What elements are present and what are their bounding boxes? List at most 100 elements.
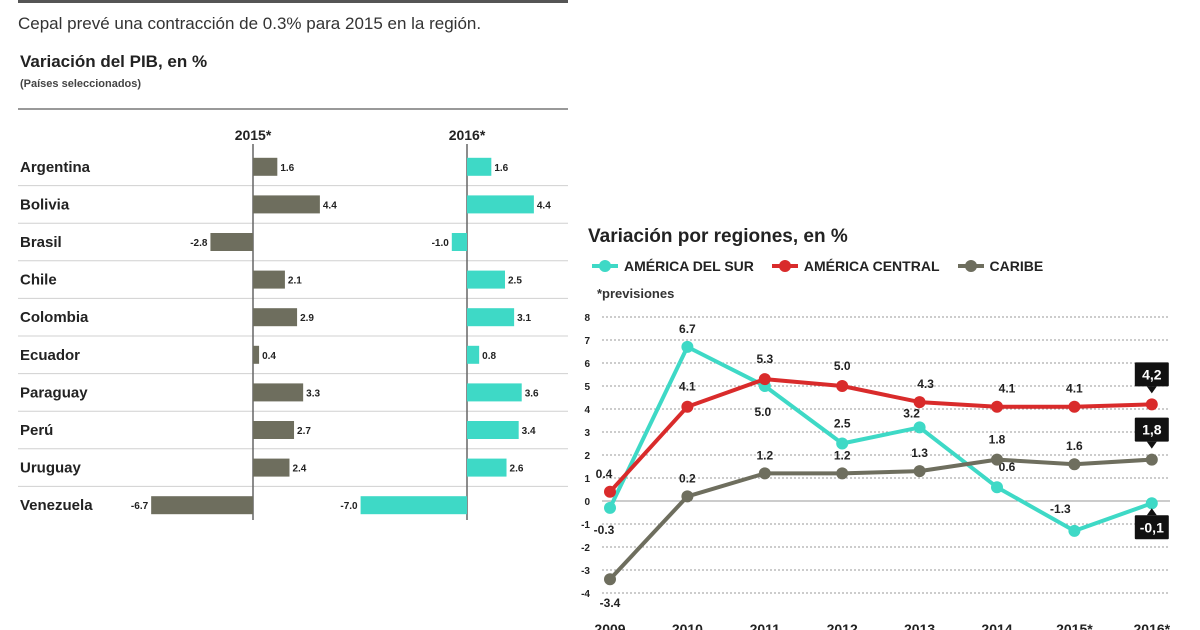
x-tick-label: 2012 xyxy=(827,621,858,630)
callout-label: 1,8 xyxy=(1142,422,1162,438)
bar-value-label: 2.7 xyxy=(297,426,311,437)
callout-pointer xyxy=(1146,508,1157,516)
series-point-0 xyxy=(991,481,1003,494)
series-point-0 xyxy=(913,421,926,434)
category-label: Venezuela xyxy=(20,497,93,514)
bar-value-label: 3.1 xyxy=(517,313,531,324)
series-point-1 xyxy=(913,396,926,409)
bar-value-label: 3.3 xyxy=(306,388,320,399)
y-tick-label: -1 xyxy=(581,520,590,531)
category-label: Paraguay xyxy=(20,384,88,401)
y-tick-label: 7 xyxy=(584,336,590,347)
end-value-callout: 1,8 xyxy=(1134,417,1169,449)
y-tick-label: 6 xyxy=(584,359,590,370)
series-line-1 xyxy=(608,377,1152,494)
bar-chart: 2015* 2016* Argentina 1.6 1.6 Bolivia 4.4 4.4 Br… xyxy=(18,127,568,520)
bar-0 xyxy=(253,421,295,439)
callout-pointer xyxy=(1146,386,1157,394)
bar-chart-subtitle: (Países seleccionados) xyxy=(20,78,142,90)
category-label: Perú xyxy=(20,422,53,439)
line-chart-title: Variación por regiones, en % xyxy=(588,226,848,247)
bar-value-label: 1.6 xyxy=(494,163,508,174)
point-value-label: 1.8 xyxy=(989,433,1006,447)
series-line-2 xyxy=(608,457,1152,581)
x-tick-label: 2016* xyxy=(1134,621,1171,630)
legend-item-central: AMÉRICA CENTRAL xyxy=(771,258,940,274)
series-point-0 xyxy=(1068,524,1081,537)
y-tick-label: 0 xyxy=(584,497,590,508)
y-tick-label: -4 xyxy=(581,589,590,600)
y-tick-label: -3 xyxy=(581,566,590,577)
point-value-label: 5.0 xyxy=(754,405,771,419)
bar-0 xyxy=(253,383,304,402)
bar-value-label: 0.4 xyxy=(262,351,276,362)
bar-value-label: -1.0 xyxy=(432,238,450,249)
point-value-label: 1.2 xyxy=(834,448,851,462)
category-label: Argentina xyxy=(20,159,91,176)
legend-label-sur: AMÉRICA DEL SUR xyxy=(624,258,754,274)
point-value-label: -3.4 xyxy=(600,596,621,610)
series-point-2 xyxy=(1068,458,1081,471)
callout-label: 4,2 xyxy=(1142,366,1162,382)
y-tick-label: 4 xyxy=(584,405,590,416)
bar-value-label: 2.5 xyxy=(508,276,522,287)
bar-value-label: 4.4 xyxy=(323,200,337,211)
legend-swatch-caribe xyxy=(957,260,984,272)
line-chart-footnote: *previsiones xyxy=(597,286,675,301)
point-value-label: 5.3 xyxy=(756,352,773,366)
series-point-2 xyxy=(1145,453,1158,466)
bar-0 xyxy=(253,195,320,214)
series-line-0 xyxy=(608,344,1153,533)
bar-1 xyxy=(360,496,467,515)
y-tick-label: 3 xyxy=(584,428,590,439)
callout-box xyxy=(1134,515,1169,540)
series-point-2 xyxy=(681,490,694,503)
y-tick-label: -2 xyxy=(581,543,590,554)
end-value-callout: 4,2 xyxy=(1134,362,1169,394)
bar-value-label: 2.4 xyxy=(292,464,306,475)
end-value-callout: -0,1 xyxy=(1134,508,1169,540)
bar-1 xyxy=(467,157,492,176)
series-point-2 xyxy=(758,467,771,480)
series-point-1 xyxy=(991,400,1003,413)
bar-1 xyxy=(467,421,519,439)
y-tick-label: 8 xyxy=(584,313,590,324)
line-chart: 8 7 6 5 4 3 2 1 0 -1 -2 -3 -4 2009 2010 2011 2012 2013 201… xyxy=(581,313,1171,630)
bar-0 xyxy=(253,157,278,176)
bar-value-label: 1.6 xyxy=(280,163,294,174)
bar-0 xyxy=(151,496,253,515)
series-header-0: 2015* xyxy=(235,127,272,143)
bar-value-label: -7.0 xyxy=(340,501,358,512)
series-point-2 xyxy=(836,467,849,480)
x-tick-label: 2010 xyxy=(672,621,703,630)
category-label: Bolivia xyxy=(20,196,70,213)
bar-chart-title: Variación del PIB, en % xyxy=(20,52,208,71)
line-chart-legend: AMÉRICA DEL SUR AMÉRICA CENTRAL CARIBE xyxy=(592,258,1043,274)
bar-value-label: 4.4 xyxy=(537,200,551,211)
bar-1 xyxy=(467,383,522,402)
bar-value-label: 3.6 xyxy=(525,388,539,399)
point-value-label: 3.2 xyxy=(903,406,920,420)
y-tick-label: 5 xyxy=(584,382,590,393)
series-point-2 xyxy=(913,465,926,478)
callout-label: -0,1 xyxy=(1140,519,1164,535)
callout-box xyxy=(1134,417,1169,442)
point-value-label: 6.7 xyxy=(679,322,696,336)
bar-1 xyxy=(467,345,480,364)
category-label: Uruguay xyxy=(20,460,82,477)
bar-1 xyxy=(467,458,507,477)
callout-pointer xyxy=(1146,441,1157,449)
legend-item-sur: AMÉRICA DEL SUR xyxy=(592,258,754,274)
x-tick-label: 2009 xyxy=(594,621,625,630)
x-tick-label: 2013 xyxy=(904,621,935,630)
bar-1 xyxy=(467,308,515,327)
bar-0 xyxy=(253,308,298,327)
category-label: Ecuador xyxy=(20,347,80,364)
bar-value-label: 2.6 xyxy=(510,464,524,475)
y-tick-label: 1 xyxy=(584,474,590,485)
point-value-label: 0.6 xyxy=(999,460,1016,474)
series-point-1 xyxy=(836,380,849,392)
series-point-0 xyxy=(604,501,616,514)
y-tick-label: 2 xyxy=(584,451,590,462)
x-tick-label: 2014 xyxy=(981,621,1012,630)
